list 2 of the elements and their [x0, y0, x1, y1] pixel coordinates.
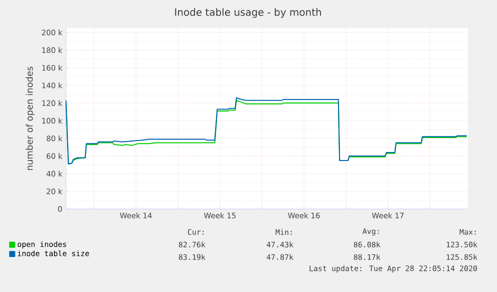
y-axis-title: number of open inodes	[26, 66, 35, 170]
chart-title: Inode table usage - by month	[175, 8, 321, 18]
